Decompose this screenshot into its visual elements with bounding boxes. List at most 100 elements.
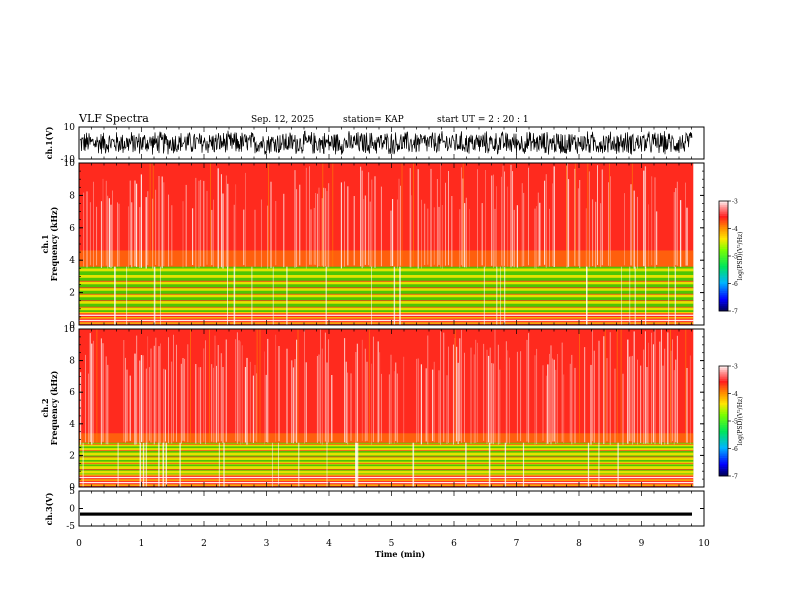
ch2-spectrogram-ytick-label: 6 [69,388,75,398]
ch1-colorbar-label: log(PSD)(V²/Hz) [737,232,744,281]
ch1-colorbar-swatch [719,274,728,277]
ch2-colorbar-swatch [719,417,728,420]
ch2-colorbar-swatch [719,388,728,391]
ch2-colorbar-swatch [719,413,728,416]
ch1-colorbar-swatch [719,272,728,275]
ch2-colorbar-tick-label: -7 [732,474,738,481]
ch2-colorbar-swatch [719,422,728,425]
ch1-colorbar-swatch [719,301,728,304]
ch1-colorbar-swatch [719,305,728,308]
ch1-colorbar-swatch [719,221,728,224]
ch2-spectrogram-ytick-label: 10 [64,325,76,335]
time-axis-tick-label: 7 [514,539,520,549]
ch1-colorbar-swatch [719,276,728,279]
ch2-colorbar-swatch [719,466,728,469]
ch1-spectrogram-yellow-stripe [79,268,694,272]
ch2-spectrogram-ylabel-frequency: Frequency (kHz) [49,370,59,445]
ch2-colorbar-swatch [719,366,728,369]
ch1-colorbar-swatch [719,232,728,235]
ch1-spectrogram-ytick-label: 0 [69,321,75,331]
ch2-colorbar-swatch [719,419,728,422]
ch1-colorbar-swatch [719,245,728,248]
ch3-waveform-ytick-label: 0 [69,505,75,515]
ch2-colorbar-swatch [719,470,728,473]
ch2-colorbar-swatch [719,397,728,400]
ch2-colorbar-tick-label: -6 [732,446,738,453]
ch2-colorbar-swatch [719,389,728,392]
ch1-colorbar-swatch [719,287,728,290]
ch2-colorbar-swatch [719,408,728,411]
ch1-colorbar-swatch [719,213,728,216]
ch1-colorbar-swatch [719,283,728,286]
ch1-colorbar-swatch [719,239,728,242]
ch1-colorbar-swatch [719,307,728,310]
ch1-spectrogram-low-stripe [79,314,694,316]
ch1-spectrogram-low-stripe [79,319,694,322]
ch2-colorbar-swatch [719,386,728,389]
ch1-spectrogram-panel: 0 2 4 6 8 10 ch.1 Frequency (kHz) -3 -4 -5 -6 -7 l… [40,159,744,331]
ch1-spectrogram-ylabel-frequency: Frequency (kHz) [49,206,59,281]
header-start-time: start UT = 2 : 20 : 1 [437,115,529,125]
ch2-colorbar-swatch [719,448,728,451]
ch2-spectrogram-yellow-stripe [79,443,694,447]
ch1-spectrogram-yellow-stripe [79,294,694,298]
ch2-colorbar-swatch [719,406,728,409]
ch1-spectrogram-orange-band [79,250,694,267]
ch1-spectrogram-no-data [693,163,704,325]
ch2-colorbar-swatch [719,426,728,429]
ch2-colorbar-swatch [719,411,728,414]
ch2-colorbar-swatch [719,369,728,372]
ch1-spectrogram-ytick-label: 6 [69,224,75,234]
ch2-colorbar-swatch [719,461,728,464]
ch1-colorbar-swatch [719,252,728,255]
ch2-colorbar-swatch [719,391,728,394]
ch1-colorbar-swatch [719,256,728,259]
ch1-colorbar-swatch [719,246,728,249]
ch2-spectrogram-yellow-stripe [79,470,694,474]
ch2-spectrogram-low-stripe [79,481,694,484]
ch2-colorbar-swatch [719,402,728,405]
ch2-colorbar-tick-label: -5 [732,419,738,426]
ch1-colorbar-tick-label: -7 [732,309,738,316]
ch2-spectrogram-ytick-label: 2 [69,451,75,461]
ch2-colorbar-swatch [719,450,728,453]
ch1-colorbar-swatch [719,248,728,251]
ch1-colorbar-swatch [719,296,728,299]
ch1-waveform-panel: 10 -10 ch.1(V) [44,123,705,165]
ch2-colorbar-swatch [719,465,728,468]
ch1-colorbar-tick-label: -4 [732,226,738,233]
time-axis-label: Time (min) [375,549,425,559]
ch2-colorbar-swatch [719,424,728,427]
ch2-colorbar-swatch [719,404,728,407]
ch1-colorbar-swatch [719,261,728,264]
ch2-spectrogram-yellow-stripe [79,457,694,460]
ch2-colorbar-swatch [719,446,728,449]
time-axis-tick-label: 9 [639,539,645,549]
ch2-colorbar-swatch [719,437,728,440]
ch3-waveform-ylabel: ch.3(V) [44,492,54,525]
ch1-colorbar-swatch [719,204,728,207]
ch1-spectrogram-yellow-stripe [79,307,694,311]
ch2-colorbar-swatch [719,452,728,455]
ch1-colorbar-swatch [719,290,728,293]
ch2-colorbar-swatch [719,444,728,447]
ch3-waveform-band [80,512,692,516]
ch1-colorbar-swatch [719,243,728,246]
time-axis-tick-label: 1 [139,539,145,549]
ch2-spectrogram-low-stripe [79,474,694,476]
ch2-colorbar-swatch [719,395,728,398]
ch2-colorbar-swatch [719,415,728,418]
ch1-colorbar-swatch [719,206,728,209]
ch1-colorbar-swatch [719,257,728,260]
ch1-colorbar-swatch [719,201,728,204]
ch2-spectrogram-ytick-label: 8 [69,357,75,367]
ch2-colorbar-tick-label: -4 [732,391,738,398]
ch2-colorbar-swatch [719,382,728,385]
ch1-colorbar-swatch [719,215,728,218]
ch2-colorbar-swatch [719,472,728,475]
time-axis: 0 1 2 3 4 5 6 7 8 9 10 [76,539,710,549]
ch2-colorbar-swatch [719,375,728,378]
ch1-colorbar-swatch [719,254,728,257]
ch2-colorbar-swatch [719,371,728,374]
ch2-colorbar-swatch [719,384,728,387]
